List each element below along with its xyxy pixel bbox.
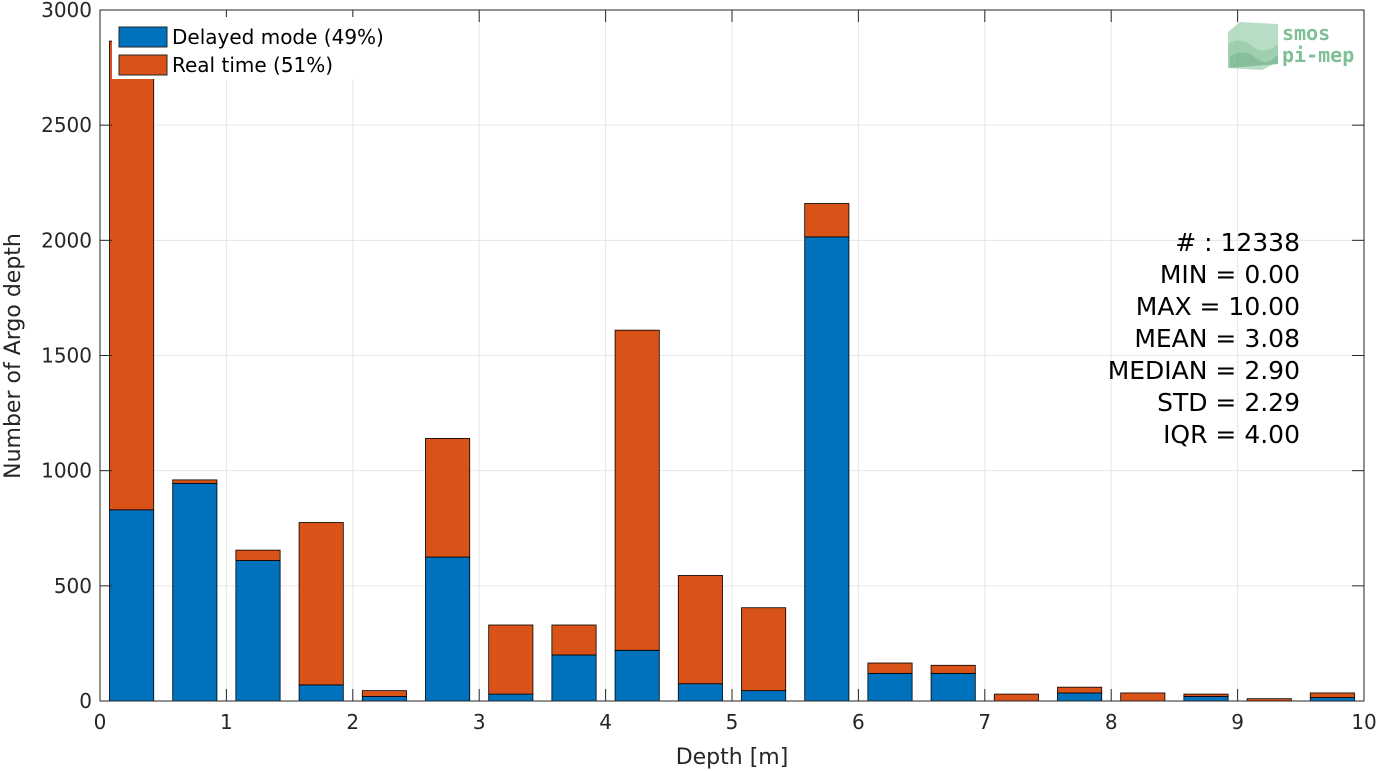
y-tick-label: 3000 <box>41 0 92 22</box>
bar-realtime-14 <box>993 693 1039 702</box>
bar-realtime-4 <box>361 690 407 697</box>
bar-realtime-2 <box>235 549 281 561</box>
bar-realtime-5 <box>425 438 471 558</box>
bar-delayed-5 <box>425 556 471 702</box>
bar-realtime-16 <box>1120 692 1166 702</box>
legend-swatch-realtime <box>118 54 168 76</box>
axis-ticks: 0 1 2 3 4 5 6 7 8 9 10 0 500 1000 1500 2000 2500 3000 <box>41 0 1377 734</box>
y-tick-label: 1000 <box>41 459 92 483</box>
bar-delayed-10 <box>741 690 787 702</box>
x-tick-label: 10 <box>1351 710 1376 734</box>
bar-delayed-8 <box>614 649 660 702</box>
legend-label-realtime: Real time (51%) <box>172 53 333 77</box>
bar-realtime-10 <box>741 607 787 692</box>
x-tick-label: 6 <box>852 710 865 734</box>
smos-pi-mep-logo: smos pi-mep <box>1228 21 1354 70</box>
y-tick-label: 2500 <box>41 113 92 137</box>
wave-logo-icon <box>1228 22 1278 70</box>
bar-realtime-15 <box>1057 686 1103 694</box>
bar-delayed-6 <box>488 693 534 702</box>
bar-realtime-19 <box>1309 692 1355 698</box>
bar-realtime-8 <box>614 329 660 651</box>
bar-delayed-13 <box>930 672 976 702</box>
bar-realtime-3 <box>298 522 344 686</box>
x-tick-label: 0 <box>94 710 107 734</box>
bar-delayed-11 <box>804 236 850 702</box>
bar-realtime-6 <box>488 624 534 695</box>
bar-delayed-7 <box>551 654 597 702</box>
bar-delayed-2 <box>235 560 281 702</box>
bar-delayed-17 <box>1183 695 1229 702</box>
bar-realtime-0 <box>109 40 155 511</box>
bar-delayed-19 <box>1309 697 1355 702</box>
bar-realtime-1 <box>172 479 218 484</box>
x-tick-label: 3 <box>473 710 486 734</box>
legend: Delayed mode (49%) Real time (51%) <box>112 17 402 79</box>
bar-realtime-7 <box>551 624 597 656</box>
x-tick-label: 4 <box>599 710 612 734</box>
x-tick-label: 9 <box>1231 710 1244 734</box>
y-tick-label: 500 <box>54 574 92 598</box>
y-tick-label: 2000 <box>41 228 92 252</box>
stat-line: MAX = 10.00 <box>1136 292 1300 321</box>
bar-delayed-4 <box>361 695 407 702</box>
stat-line: STD = 2.29 <box>1157 388 1300 417</box>
bar-delayed-1 <box>172 482 218 702</box>
bar-delayed-15 <box>1057 692 1103 702</box>
bar-delayed-9 <box>677 683 723 702</box>
bars <box>109 40 1355 702</box>
y-axis-title: Number of Argo depth <box>1 233 26 479</box>
y-tick-label: 0 <box>79 689 92 713</box>
y-tick-label: 1500 <box>41 344 92 368</box>
statistics-box: # : 12338 MIN = 0.00 MAX = 10.00 MEAN = 3.0… <box>1108 228 1300 449</box>
stat-line: MEDIAN = 2.90 <box>1108 356 1300 385</box>
x-tick-label: 1 <box>220 710 233 734</box>
x-tick-label: 2 <box>346 710 359 734</box>
bar-delayed-0 <box>109 509 155 702</box>
x-axis-title: Depth [m] <box>676 745 789 770</box>
bar-delayed-3 <box>298 684 344 702</box>
bar-delayed-12 <box>867 672 913 702</box>
bar-realtime-9 <box>677 575 723 685</box>
bar-realtime-12 <box>867 662 913 674</box>
x-tick-label: 8 <box>1105 710 1118 734</box>
x-tick-label: 7 <box>978 710 991 734</box>
stat-line: MEAN = 3.08 <box>1134 324 1300 353</box>
bar-realtime-17 <box>1183 693 1229 697</box>
stat-line: MIN = 0.00 <box>1160 260 1300 289</box>
bar-realtime-11 <box>804 203 850 238</box>
legend-swatch-delayed <box>118 26 168 48</box>
x-tick-label: 5 <box>726 710 739 734</box>
stat-line: IQR = 4.00 <box>1163 420 1300 449</box>
legend-label-delayed: Delayed mode (49%) <box>172 25 384 49</box>
bar-realtime-13 <box>930 664 976 674</box>
stat-line: # : 12338 <box>1175 228 1300 257</box>
logo-text-pimep: pi-mep <box>1282 43 1354 67</box>
logo-text-smos: smos <box>1282 21 1330 45</box>
